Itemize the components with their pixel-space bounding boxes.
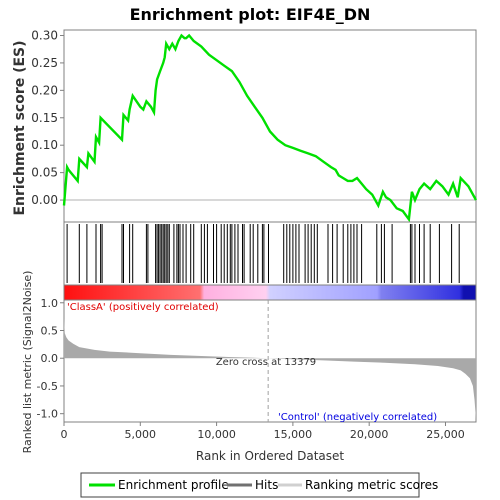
metric-y-tick-label: 1.0 xyxy=(41,297,59,310)
metric-y-tick-label: 0.5 xyxy=(41,325,59,338)
legend: Enrichment profile Hits Ranking metric s… xyxy=(80,472,438,498)
es-y-tick-label: 0.05 xyxy=(31,166,58,180)
metric-y-tick-label: 0.0 xyxy=(41,352,59,365)
x-tick-label: 20,000 xyxy=(350,428,389,441)
metric-panel: Zero cross at 13379 'ClassA' (positively… xyxy=(21,271,477,463)
es-y-tick-label: 0.10 xyxy=(31,138,58,152)
hits-panel xyxy=(63,221,477,286)
hits-panel-frame xyxy=(63,221,477,286)
metric-y-tick-label: -1.0 xyxy=(37,408,58,421)
es-y-tick-label: 0.00 xyxy=(31,193,58,207)
es-y-tick-label: 0.30 xyxy=(31,28,58,42)
legend-label-hits: Hits xyxy=(255,478,278,492)
x-tick-label: 5,000 xyxy=(125,428,157,441)
legend-label-metric: Ranking metric scores xyxy=(305,478,438,492)
metric-y-axis-label: Ranked list metric (Signal2Noise) xyxy=(21,271,34,454)
enrichment-profile-line xyxy=(62,33,478,223)
legend-label-enrichment: Enrichment profile xyxy=(118,478,229,492)
es-y-axis-label: Enrichment score (ES) xyxy=(12,40,28,215)
rank-color-bar xyxy=(63,284,477,301)
es-panel-frame xyxy=(63,29,477,223)
x-tick-label: 10,000 xyxy=(197,428,236,441)
metric-y-tick-label: -0.5 xyxy=(37,380,58,393)
es-y-tick-label: 0.20 xyxy=(31,83,58,97)
es-panel: 0.00 0.05 0.10 0.15 0.20 0.25 0.30 Enrichment … xyxy=(12,28,478,223)
x-tick-label: 25,000 xyxy=(426,428,465,441)
control-label: 'Control' (negatively correlated) xyxy=(278,412,437,423)
class-a-label: 'ClassA' (positively correlated) xyxy=(67,302,219,313)
es-y-tick-label: 0.15 xyxy=(31,111,58,125)
zero-cross-label: Zero cross at 13379 xyxy=(216,357,316,368)
x-tick-label: 15,000 xyxy=(274,428,313,441)
x-tick-label: 0 xyxy=(61,428,68,441)
es-y-tick-label: 0.25 xyxy=(31,56,58,70)
x-axis-label: Rank in Ordered Dataset xyxy=(196,449,344,463)
chart-title: Enrichment plot: EIF4E_DN xyxy=(130,5,371,24)
color-bar-gradient xyxy=(63,284,477,301)
